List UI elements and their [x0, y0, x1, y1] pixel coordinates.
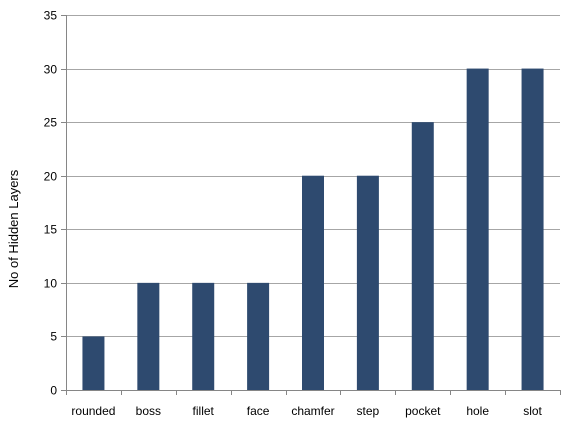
bar	[247, 282, 270, 390]
x-tick-label: face	[247, 404, 270, 418]
bar	[192, 282, 215, 390]
x-tick-label: pocket	[405, 404, 441, 418]
y-tick-label: 15	[44, 223, 58, 237]
y-tick-label: 10	[44, 277, 58, 291]
x-tick-label: slot	[523, 404, 542, 418]
x-tick-label: rounded	[71, 404, 115, 418]
y-tick-label: 20	[44, 170, 58, 184]
bar	[356, 175, 379, 390]
y-tick-labels: 0 5 10 15 20 25 30 35	[44, 9, 58, 398]
y-tick-label: 35	[44, 9, 58, 23]
bar	[302, 175, 324, 390]
bar	[466, 68, 489, 391]
bar	[411, 122, 434, 391]
y-axis-title: No of Hidden Layers	[6, 169, 21, 288]
bar	[521, 68, 544, 391]
bar	[82, 336, 105, 390]
x-tick-label: chamfer	[291, 404, 334, 418]
bars	[82, 68, 544, 391]
x-tick-label: step	[357, 404, 380, 418]
y-tick-label: 30	[44, 63, 58, 77]
y-tick-label: 25	[44, 116, 58, 130]
x-tick-label: fillet	[193, 404, 215, 418]
bar	[137, 282, 160, 390]
x-tick-label: hole	[466, 404, 489, 418]
y-tick-label: 0	[50, 384, 57, 398]
y-tick-label: 5	[50, 330, 57, 344]
x-tick-labels: rounded boss fillet face chamfer step pocket ho…	[71, 404, 542, 418]
axes	[61, 15, 561, 395]
x-tick-label: boss	[136, 404, 161, 418]
